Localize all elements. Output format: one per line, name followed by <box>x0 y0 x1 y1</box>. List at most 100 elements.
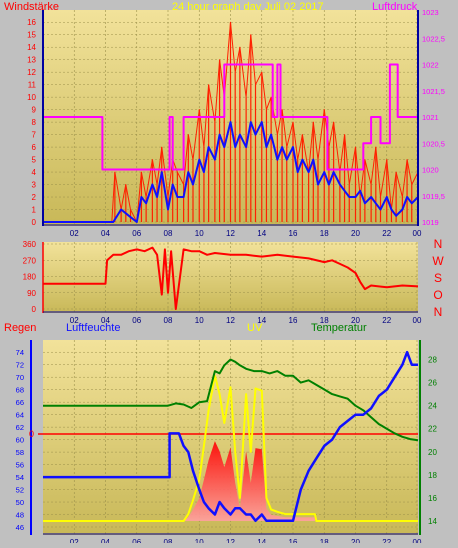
wind-y-tick-7: 7 <box>32 131 37 140</box>
x-tick-label-p0-1: 04 <box>101 229 110 238</box>
humidity-y-tick-14: 74 <box>16 348 24 357</box>
wind-y-tick-6: 6 <box>32 143 37 152</box>
x-tick-label-p1-5: 12 <box>226 316 235 325</box>
pressure-y-tick-6: 1022 <box>422 61 439 70</box>
pressure-y-tick-4: 1021 <box>422 113 439 122</box>
humidity-y-tick-6: 58 <box>16 448 24 457</box>
humidity-y-tick-11: 68 <box>16 386 24 395</box>
direction-y-tick-0: 0 <box>32 305 37 314</box>
x-tick-label-p0-2: 06 <box>132 229 141 238</box>
x-tick-label-p1-10: 22 <box>382 316 391 325</box>
compass-letter-1: W <box>432 254 444 268</box>
x-tick-label-p1-9: 20 <box>351 316 360 325</box>
x-tick-label-p0-3: 08 <box>164 229 173 238</box>
x-tick-label-p0-7: 16 <box>289 229 298 238</box>
wind-y-tick-8: 8 <box>32 118 37 127</box>
uv-area <box>183 441 315 521</box>
temp-y-tick-1: 16 <box>428 494 437 503</box>
wind-y-tick-12: 12 <box>27 68 36 77</box>
temperature-line <box>43 358 419 442</box>
x-tick-label-p0-4: 10 <box>195 229 204 238</box>
x-tick-label-p1-6: 14 <box>257 316 266 325</box>
pressure-y-tick-2: 1020 <box>422 166 439 175</box>
wind-y-tick-3: 3 <box>32 181 37 190</box>
humidity-line <box>43 350 418 523</box>
x-tick-label-p2-9: 20 <box>351 538 360 543</box>
x-tick-label-p2-8: 18 <box>320 538 329 543</box>
temp-y-tick-6: 26 <box>428 379 437 388</box>
humidity-y-tick-9: 64 <box>16 411 24 420</box>
x-tick-label-p2-4: 10 <box>195 538 204 543</box>
direction-y-tick-1: 90 <box>27 289 36 298</box>
compass-letter-3: O <box>433 288 442 302</box>
humidity-label: Luftfeuchte <box>66 322 120 334</box>
wind-y-tick-4: 4 <box>32 168 37 177</box>
wind-y-tick-14: 14 <box>27 43 36 52</box>
pressure-y-tick-5: 1021,5 <box>422 87 445 96</box>
compass-letter-4: N <box>434 305 443 319</box>
x-tick-label-p0-11: 00 <box>413 229 422 238</box>
x-tick-label-p1-2: 06 <box>132 316 141 325</box>
pressure-y-tick-3: 1020,5 <box>422 139 445 148</box>
x-tick-label-p0-9: 20 <box>351 229 360 238</box>
x-tick-label-p1-8: 18 <box>320 316 329 325</box>
x-tick-label-p2-3: 08 <box>164 538 173 543</box>
humidity-y-tick-12: 70 <box>16 373 24 382</box>
pressure-y-tick-1: 1019,5 <box>422 192 445 201</box>
wind-y-tick-0: 0 <box>32 218 37 227</box>
temp-y-tick-0: 14 <box>428 517 437 526</box>
humidity-y-tick-10: 66 <box>16 398 24 407</box>
pressure-y-tick-7: 1022,5 <box>422 34 445 43</box>
pressure-y-tick-8: 1023 <box>422 8 439 17</box>
x-tick-label-p1-4: 10 <box>195 316 204 325</box>
x-tick-label-p2-7: 16 <box>289 538 298 543</box>
wind-average-line <box>43 121 419 223</box>
humidity-y-tick-2: 50 <box>16 498 24 507</box>
x-tick-label-p2-5: 12 <box>226 538 235 543</box>
rain-label: Regen <box>4 322 36 334</box>
x-tick-label-p0-0: 02 <box>70 229 79 238</box>
x-tick-label-p1-3: 08 <box>164 316 173 325</box>
wind-y-tick-10: 10 <box>27 93 36 102</box>
x-tick-label-p1-11: 00 <box>413 316 422 325</box>
uv-line <box>43 374 418 522</box>
wind-y-tick-13: 13 <box>27 56 36 65</box>
humidity-y-tick-5: 56 <box>16 461 24 470</box>
temp-y-tick-5: 24 <box>428 402 437 411</box>
x-tick-label-p0-5: 12 <box>226 229 235 238</box>
x-tick-label-p0-6: 14 <box>257 229 266 238</box>
x-tick-label-p0-8: 18 <box>320 229 329 238</box>
x-tick-label-p2-6: 14 <box>257 538 266 543</box>
pressure-line <box>43 63 418 171</box>
x-tick-label-p2-1: 04 <box>101 538 110 543</box>
wind-y-tick-9: 9 <box>32 106 37 115</box>
temp-y-tick-2: 18 <box>428 471 437 480</box>
direction-line <box>43 246 419 310</box>
wind-y-tick-15: 15 <box>27 31 36 40</box>
humidity-y-tick-3: 52 <box>16 486 24 495</box>
humidity-y-tick-7: 60 <box>16 436 24 445</box>
wind-y-tick-16: 16 <box>27 18 36 27</box>
wind-y-tick-1: 1 <box>32 206 37 215</box>
x-tick-label-p2-11: 00 <box>413 538 422 543</box>
humidity-y-tick-8: 62 <box>16 423 24 432</box>
x-tick-label-p2-10: 22 <box>382 538 391 543</box>
x-tick-label-p2-2: 06 <box>132 538 141 543</box>
compass-letter-2: S <box>434 271 442 285</box>
wind-y-tick-11: 11 <box>28 81 37 90</box>
humidity-y-tick-4: 54 <box>16 473 24 482</box>
uv-zero-label: 0 <box>29 429 34 439</box>
direction-y-tick-3: 270 <box>23 256 37 265</box>
uv-label: UV <box>247 322 263 334</box>
temp-y-tick-4: 22 <box>428 425 437 434</box>
compass-letter-0: N <box>434 237 443 251</box>
temp-y-tick-7: 28 <box>428 356 437 365</box>
x-tick-label-p1-0: 02 <box>70 316 79 325</box>
direction-y-tick-4: 360 <box>23 240 37 249</box>
temperature-label: Temperatur <box>311 322 367 334</box>
x-tick-label-p0-10: 22 <box>382 229 391 238</box>
direction-y-tick-2: 180 <box>23 273 37 282</box>
pressure-y-tick-0: 1019 <box>422 218 439 227</box>
